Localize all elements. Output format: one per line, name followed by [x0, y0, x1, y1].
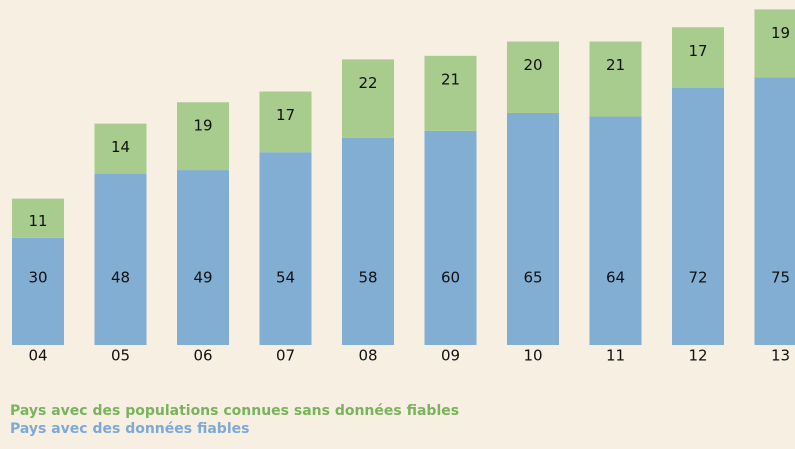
bar-segment	[754, 77, 795, 345]
bar-segment	[94, 173, 147, 345]
x-tick-label: 04	[28, 347, 47, 365]
legend-entry: Pays avec des populations connues sans d…	[10, 403, 459, 419]
value-label: 14	[111, 138, 130, 156]
bar-segment	[342, 59, 394, 138]
x-tick-label: 07	[276, 347, 295, 365]
bar-segment	[342, 137, 394, 345]
bar-segment	[507, 112, 559, 345]
x-tick-label: 08	[358, 347, 377, 365]
bar-segment	[754, 9, 795, 78]
bar-segment	[424, 130, 477, 345]
value-label: 20	[523, 56, 542, 74]
value-label: 64	[606, 269, 625, 287]
value-label: 75	[771, 269, 790, 287]
x-tick-label: 05	[111, 347, 130, 365]
value-label: 65	[523, 269, 542, 287]
value-label: 19	[771, 24, 790, 42]
x-tick-label: 10	[523, 347, 542, 365]
value-label: 11	[28, 212, 47, 230]
bar-segment	[507, 41, 559, 113]
value-label: 49	[193, 269, 212, 287]
value-label: 17	[276, 106, 295, 124]
bar-segment	[672, 87, 724, 346]
legend-entry: Pays avec des données fiables	[10, 421, 249, 437]
value-label: 30	[28, 269, 47, 287]
x-tick-label: 06	[193, 347, 212, 365]
bar-segment	[424, 55, 477, 131]
bar-segment	[12, 198, 64, 238]
value-label: 21	[441, 70, 460, 88]
x-tick-label: 11	[606, 347, 625, 365]
value-label: 60	[441, 269, 460, 287]
bar-segment	[12, 237, 64, 345]
bar-segment	[259, 152, 312, 345]
bar-segment	[177, 102, 229, 171]
value-label: 22	[358, 74, 377, 92]
value-label: 48	[111, 269, 130, 287]
x-tick-label: 13	[771, 347, 790, 365]
bar-segment	[177, 170, 229, 345]
value-label: 17	[688, 42, 707, 60]
bar-segment	[589, 116, 642, 346]
value-label: 72	[688, 269, 707, 287]
bar-segment	[672, 27, 724, 88]
value-label: 19	[193, 117, 212, 135]
bar-segment	[94, 123, 147, 174]
bar-segment	[589, 41, 642, 117]
x-tick-label: 09	[441, 347, 460, 365]
bar-segment	[259, 91, 312, 153]
value-label: 54	[276, 269, 295, 287]
value-label: 21	[606, 56, 625, 74]
value-label: 58	[358, 269, 377, 287]
x-tick-label: 12	[688, 347, 707, 365]
